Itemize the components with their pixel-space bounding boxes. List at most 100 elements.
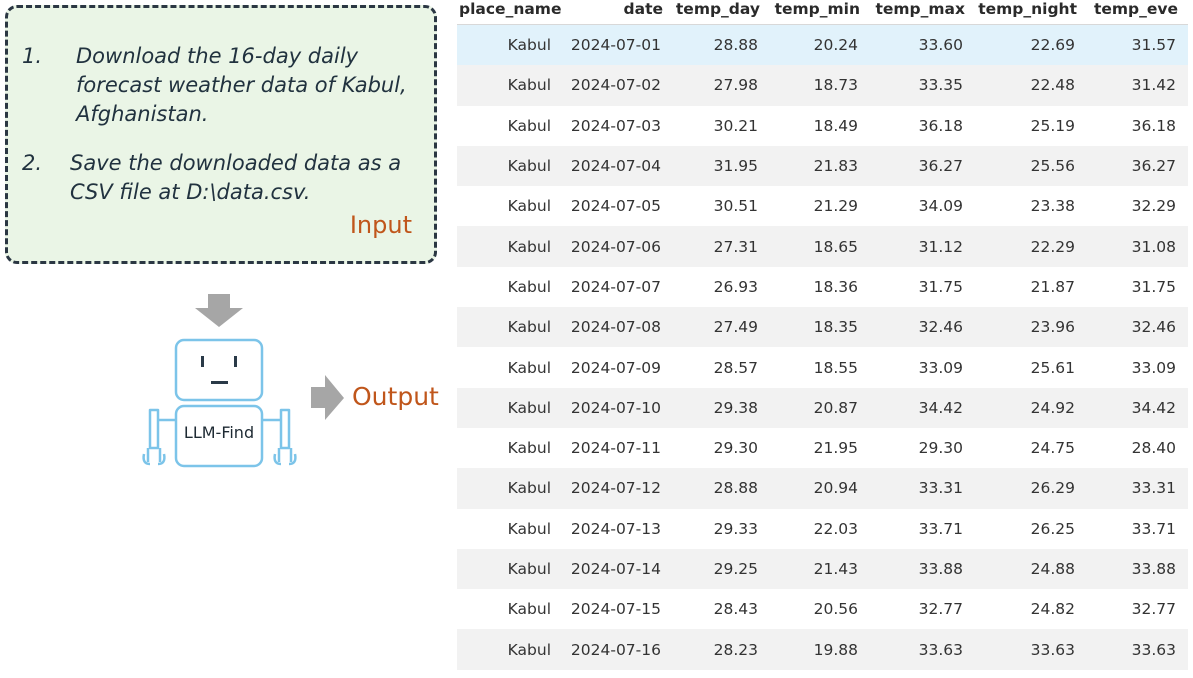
table-cell-date: 2024-07-08 (563, 307, 673, 348)
table-cell-temp-max: 33.63 (870, 629, 975, 670)
table-cell-temp-day: 28.23 (673, 629, 770, 670)
table-cell-place-name: Kabul (507, 197, 551, 216)
table-row[interactable]: Kabul 2024-07-08 27.49 18.35 32.46 23.96 32.46 (457, 307, 1188, 348)
table-cell-date: 2024-07-15 (570, 600, 661, 619)
table-cell-temp-day: 29.33 (713, 519, 758, 538)
table-row[interactable]: Kabul 2024-07-03 30.21 18.49 36.18 25.19 36.18 (457, 106, 1188, 146)
table-cell-temp-max: 34.09 (918, 197, 963, 216)
table-cell-temp-night: 24.92 (975, 387, 1087, 428)
column-header-temp-eve[interactable]: temp_eve (1087, 0, 1188, 25)
table-row[interactable]: Kabul 2024-07-12 28.88 20.94 33.31 26.29 33.31 (457, 468, 1188, 509)
table-cell-place-name: Kabul (457, 65, 563, 106)
table-cell-temp-max: 33.71 (918, 519, 963, 538)
table-cell-place-name: Kabul (457, 548, 563, 590)
task-text: Download the 16-day daily forecast weath… (76, 44, 407, 126)
table-cell-temp-day: 27.98 (673, 65, 770, 106)
column-header-temp-min[interactable]: temp_min (770, 0, 870, 25)
table-row[interactable]: Kabul 2024-07-09 28.57 18.55 33.09 25.61 33.09 (457, 347, 1188, 387)
table-cell-temp-day: 28.88 (673, 468, 770, 509)
table-cell-place-name: Kabul (457, 307, 563, 348)
table-cell-temp-max: 33.35 (870, 65, 975, 106)
table-cell-place-name: Kabul (507, 277, 551, 296)
table-cell-temp-day: 27.49 (673, 307, 770, 348)
down-arrow-icon (195, 294, 243, 327)
table-row[interactable]: Kabul 2024-07-05 30.51 21.29 34.09 23.38 32.29 (457, 186, 1188, 226)
table-cell-temp-day: 28.43 (713, 600, 758, 619)
table-cell-temp-eve: 36.27 (1087, 145, 1188, 187)
table-row[interactable]: Kabul 2024-07-16 28.23 19.88 33.63 33.63 33.63 (457, 629, 1188, 670)
table-cell-temp-min: 18.55 (813, 358, 858, 377)
agent-name-label: LLM-Find (183, 423, 255, 442)
table-cell-place-name: Kabul (507, 358, 551, 377)
table-row[interactable]: Kabul 2024-07-01 28.88 20.24 33.60 22.69 31.57 (457, 24, 1188, 66)
table-cell-temp-max: 36.27 (870, 145, 975, 187)
table-cell-temp-min: 21.95 (813, 439, 858, 458)
table-cell-temp-eve: 32.77 (1131, 600, 1176, 619)
input-label: Input (349, 211, 412, 239)
column-header-place-name[interactable]: place_name (457, 0, 563, 25)
table-cell-temp-min: 18.35 (770, 307, 870, 348)
table-cell-temp-max: 33.60 (870, 24, 975, 66)
table-cell-temp-min: 18.65 (770, 226, 870, 267)
table-cell-place-name: Kabul (457, 468, 563, 509)
table-row[interactable]: Kabul 2024-07-04 31.95 21.83 36.27 25.56 36.27 (457, 145, 1188, 187)
table-cell-temp-min: 20.94 (770, 468, 870, 509)
table-cell-temp-night: 26.25 (1030, 519, 1075, 538)
table-cell-temp-eve: 32.46 (1087, 307, 1188, 348)
table-cell-place-name: Kabul (507, 519, 551, 538)
table-cell-date: 2024-07-06 (563, 226, 673, 267)
table-cell-temp-min: 18.49 (813, 116, 858, 135)
table-cell-place-name: Kabul (457, 226, 563, 267)
right-arrow-icon (311, 375, 344, 420)
table-cell-date: 2024-07-09 (570, 358, 661, 377)
table-cell-temp-night: 26.29 (975, 468, 1087, 509)
column-header-date[interactable]: date (563, 0, 673, 25)
table-cell-date: 2024-07-11 (570, 439, 661, 458)
table-cell-place-name: Kabul (457, 145, 563, 187)
table-cell-temp-max: 33.31 (870, 468, 975, 509)
table-cell-temp-eve: 32.29 (1131, 197, 1176, 216)
table-row[interactable]: Kabul 2024-07-14 29.25 21.43 33.88 24.88 33.88 (457, 548, 1188, 590)
task-number: 2. (22, 151, 43, 175)
input-instructions-box: 1. Download the 16-day daily forecast we… (5, 5, 437, 264)
table-cell-temp-max: 34.42 (870, 387, 975, 428)
table-cell-temp-max: 31.12 (870, 226, 975, 267)
table-cell-temp-night: 24.88 (975, 548, 1087, 590)
table-cell-temp-eve: 33.09 (1131, 358, 1176, 377)
table-cell-place-name: Kabul (507, 600, 551, 619)
table-cell-temp-eve: 28.40 (1131, 439, 1176, 458)
column-header-temp-night[interactable]: temp_night (975, 0, 1087, 25)
table-row[interactable]: Kabul 2024-07-15 28.43 20.56 32.77 24.82 32.77 (457, 589, 1188, 629)
table-cell-date: 2024-07-07 (570, 277, 661, 296)
table-cell-temp-eve: 34.42 (1087, 387, 1188, 428)
table-cell-date: 2024-07-01 (563, 24, 673, 66)
table-cell-date: 2024-07-10 (563, 387, 673, 428)
table-cell-temp-min: 19.88 (770, 629, 870, 670)
table-cell-temp-night: 24.75 (1030, 439, 1075, 458)
table-cell-temp-min: 18.73 (770, 65, 870, 106)
weather-data-table: place_name date temp_day temp_min temp_max te… (457, 0, 1188, 670)
table-cell-date: 2024-07-04 (563, 145, 673, 187)
table-row[interactable]: Kabul 2024-07-13 29.33 22.03 33.71 26.25 33.71 (457, 509, 1188, 549)
table-row[interactable]: Kabul 2024-07-10 29.38 20.87 34.42 24.92 34.42 (457, 387, 1188, 428)
table-cell-temp-night: 22.69 (975, 24, 1087, 66)
table-row[interactable]: Kabul 2024-07-07 26.93 18.36 31.75 21.87 31.75 (457, 267, 1188, 307)
table-row[interactable]: Kabul 2024-07-02 27.98 18.73 33.35 22.48 31.42 (457, 65, 1188, 106)
table-cell-date: 2024-07-03 (570, 116, 661, 135)
table-cell-temp-day: 31.95 (673, 145, 770, 187)
table-cell-temp-max: 36.18 (918, 116, 963, 135)
table-cell-temp-night: 21.87 (1030, 277, 1075, 296)
table-cell-temp-day: 30.51 (713, 197, 758, 216)
robot-agent-icon (142, 338, 297, 468)
table-cell-temp-eve: 36.18 (1131, 116, 1176, 135)
column-header-temp-max[interactable]: temp_max (870, 0, 975, 25)
table-row[interactable]: Kabul 2024-07-06 27.31 18.65 31.12 22.29 31.08 (457, 226, 1188, 267)
column-header-temp-day[interactable]: temp_day (673, 0, 770, 25)
table-row[interactable]: Kabul 2024-07-11 29.30 21.95 29.30 24.75 28.40 (457, 428, 1188, 468)
table-cell-place-name: Kabul (507, 439, 551, 458)
table-cell-temp-eve: 31.42 (1087, 65, 1188, 106)
table-cell-temp-eve: 33.31 (1087, 468, 1188, 509)
table-cell-temp-day: 26.93 (713, 277, 758, 296)
table-cell-temp-eve: 31.57 (1087, 24, 1188, 66)
table-header-row: place_name date temp_day temp_min temp_max te… (457, 0, 1188, 25)
